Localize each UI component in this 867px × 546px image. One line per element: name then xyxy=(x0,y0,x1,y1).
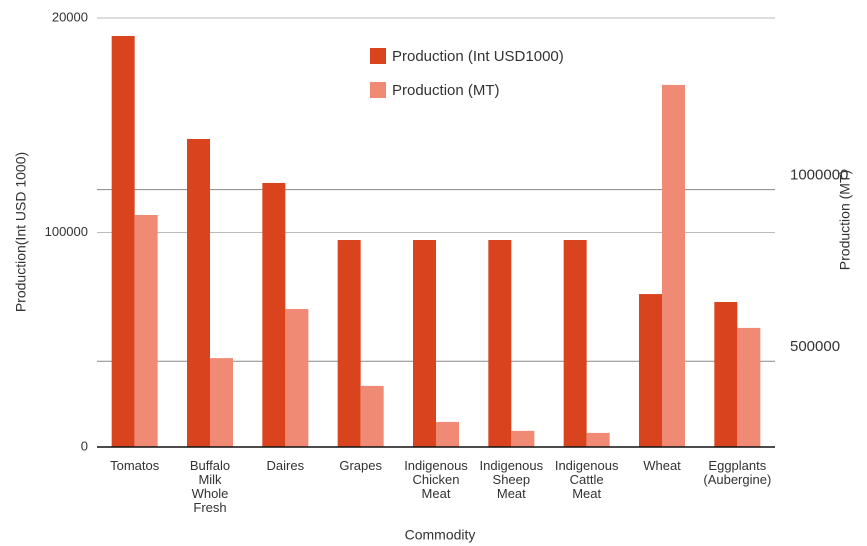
y-tick-label: 100000 xyxy=(45,224,88,239)
bar xyxy=(511,430,535,447)
x-tick-label: Indigenous Sheep Meat xyxy=(479,458,544,501)
x-tick-label: Indigenous Cattle Meat xyxy=(554,458,619,501)
bar xyxy=(737,327,761,447)
legend-swatch xyxy=(370,82,386,98)
x-tick-label: Wheat xyxy=(643,458,681,473)
bar xyxy=(662,84,685,447)
bar xyxy=(337,240,361,447)
x-tick-label: Daires xyxy=(266,458,305,473)
bar xyxy=(563,240,587,447)
bar xyxy=(360,385,384,447)
bar xyxy=(111,36,135,447)
bar xyxy=(714,301,738,447)
y2-tick-label: 1000000 xyxy=(790,167,848,184)
y-tick-label: 0 xyxy=(81,438,88,453)
x-tick-label: Tomatos xyxy=(110,458,160,473)
bar xyxy=(262,182,286,447)
bar xyxy=(586,432,610,447)
bar xyxy=(413,240,436,447)
bar xyxy=(488,240,512,447)
bar xyxy=(639,294,662,447)
x-tick-label: Buffalo Milk Whole Fresh xyxy=(189,458,231,515)
legend-swatch xyxy=(370,48,386,64)
x-tick-label: Indigenous Chicken Meat xyxy=(404,458,468,501)
bar xyxy=(436,421,459,447)
bar xyxy=(134,214,158,447)
bar xyxy=(187,138,210,447)
y-axis-title: Production(Int USD 1000) xyxy=(13,152,29,312)
bar xyxy=(210,358,233,447)
x-tick-label: Grapes xyxy=(339,458,382,473)
legend-label: Production (MT) xyxy=(392,82,500,99)
y2-tick-label: 500000 xyxy=(790,338,840,355)
y2-axis-title: Production (MT) xyxy=(837,170,853,270)
x-tick-label: Eggplants (Aubergine) xyxy=(703,458,772,487)
y-tick-label: 20000 xyxy=(52,9,88,24)
x-axis-title: Commodity xyxy=(405,527,476,543)
bar xyxy=(285,309,309,447)
legend-label: Production (Int USD1000) xyxy=(392,48,564,65)
